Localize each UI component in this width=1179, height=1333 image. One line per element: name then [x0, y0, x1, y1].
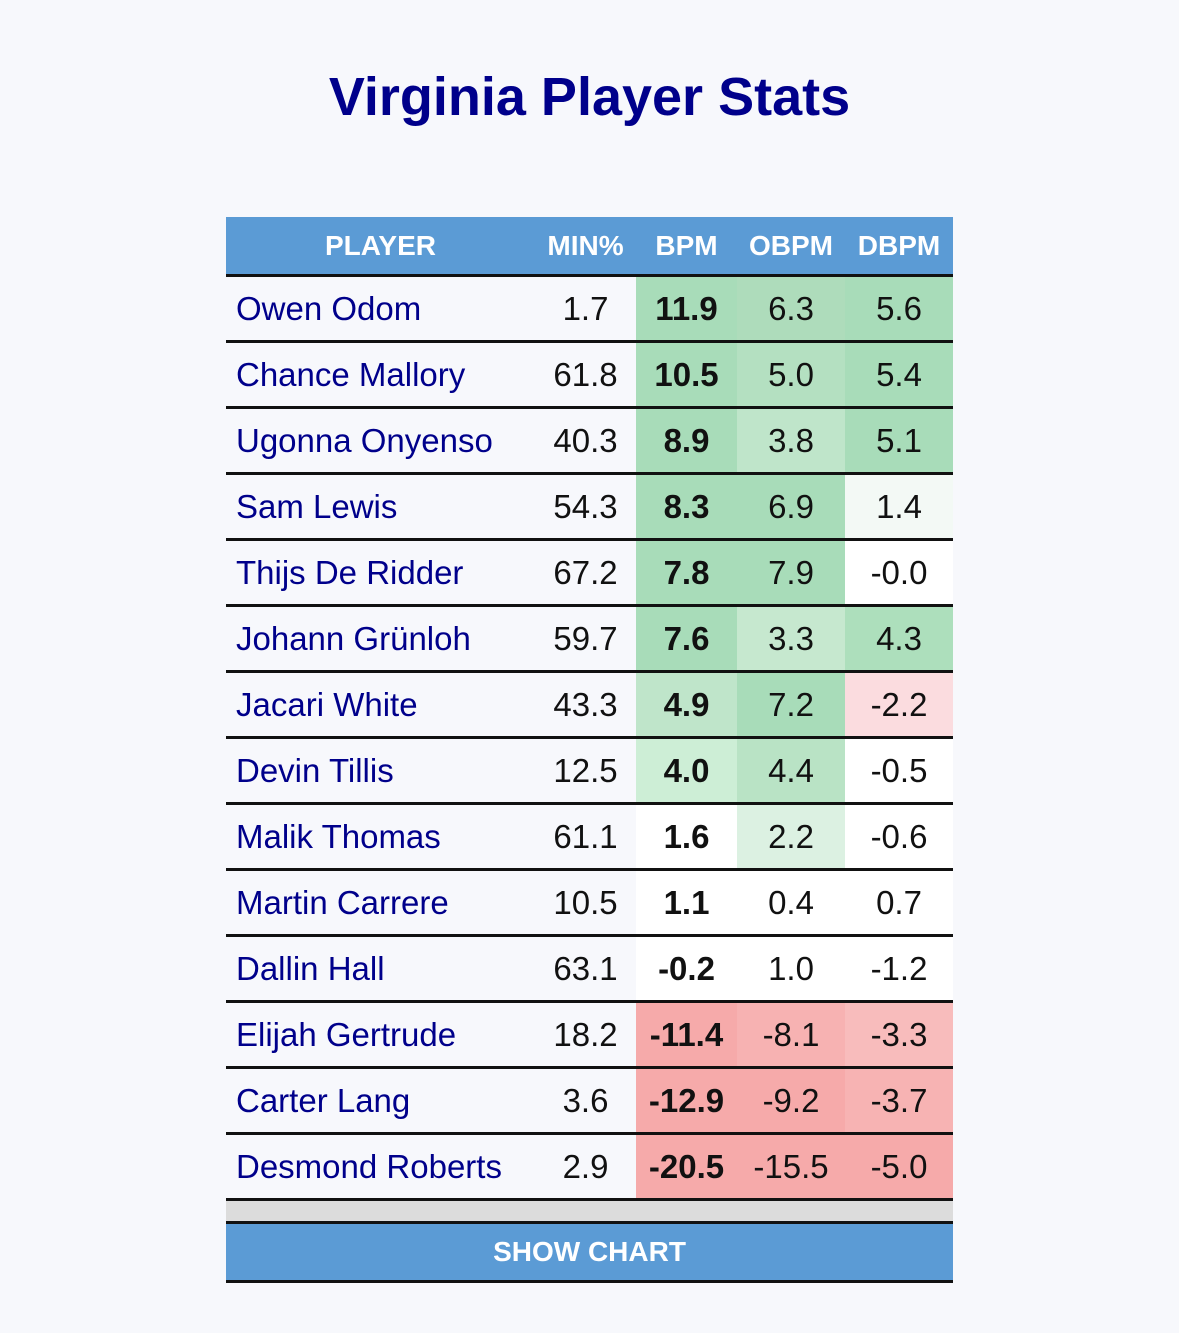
player-name-link[interactable]: Owen Odom [226, 275, 535, 343]
player-name-link[interactable]: Carter Lang [226, 1067, 535, 1135]
player-name-link[interactable]: Malik Thomas [226, 803, 535, 871]
obpm-cell: 3.3 [737, 605, 845, 673]
min-pct-cell: 61.8 [535, 341, 636, 409]
dbpm-cell: 0.7 [845, 869, 953, 937]
table-row: Dallin Hall 63.1 -0.2 1.0 -1.2 [226, 935, 953, 1003]
min-pct-cell: 59.7 [535, 605, 636, 673]
min-pct-cell: 1.7 [535, 275, 636, 343]
player-name-link[interactable]: Thijs De Ridder [226, 539, 535, 607]
obpm-cell: 0.4 [737, 869, 845, 937]
min-pct-cell: 54.3 [535, 473, 636, 541]
obpm-cell: 6.9 [737, 473, 845, 541]
dbpm-cell: -3.3 [845, 1001, 953, 1069]
page-title: Virginia Player Stats [328, 67, 851, 127]
show-chart-button[interactable]: SHOW CHART [226, 1224, 953, 1283]
dbpm-cell: -0.5 [845, 737, 953, 805]
obpm-cell: 7.9 [737, 539, 845, 607]
obpm-cell: 1.0 [737, 935, 845, 1003]
column-header-bpm[interactable]: BPM [636, 217, 737, 277]
bpm-cell: 1.1 [636, 869, 737, 937]
obpm-cell: -15.5 [737, 1133, 845, 1201]
dbpm-cell: 4.3 [845, 605, 953, 673]
table-body: Owen Odom 1.7 11.9 6.3 5.6 Chance Mallory 61.8… [226, 275, 953, 1201]
table-header-row: PLAYER MIN% BPM OBPM DBPM [226, 217, 953, 277]
table-row: Martin Carrere 10.5 1.1 0.4 0.7 [226, 869, 953, 937]
player-name-link[interactable]: Martin Carrere [226, 869, 535, 937]
dbpm-cell: -0.0 [845, 539, 953, 607]
min-pct-cell: 18.2 [535, 1001, 636, 1069]
min-pct-cell: 40.3 [535, 407, 636, 475]
dbpm-cell: -3.7 [845, 1067, 953, 1135]
player-name-link[interactable]: Ugonna Onyenso [226, 407, 535, 475]
bpm-cell: -0.2 [636, 935, 737, 1003]
bpm-cell: 10.5 [636, 341, 737, 409]
player-name-link[interactable]: Johann Grünloh [226, 605, 535, 673]
obpm-cell: 4.4 [737, 737, 845, 805]
table-row: Carter Lang 3.6 -12.9 -9.2 -3.7 [226, 1067, 953, 1135]
dbpm-cell: -0.6 [845, 803, 953, 871]
min-pct-cell: 10.5 [535, 869, 636, 937]
dbpm-cell: -5.0 [845, 1133, 953, 1201]
obpm-cell: 6.3 [737, 275, 845, 343]
obpm-cell: 5.0 [737, 341, 845, 409]
column-header-dbpm[interactable]: DBPM [845, 217, 953, 277]
bpm-cell: -12.9 [636, 1067, 737, 1135]
min-pct-cell: 2.9 [535, 1133, 636, 1201]
bpm-cell: -20.5 [636, 1133, 737, 1201]
obpm-cell: 3.8 [737, 407, 845, 475]
table-row: Devin Tillis 12.5 4.0 4.4 -0.5 [226, 737, 953, 805]
min-pct-cell: 3.6 [535, 1067, 636, 1135]
player-name-link[interactable]: Chance Mallory [226, 341, 535, 409]
min-pct-cell: 67.2 [535, 539, 636, 607]
dbpm-cell: -1.2 [845, 935, 953, 1003]
player-name-link[interactable]: Devin Tillis [226, 737, 535, 805]
table-row: Johann Grünloh 59.7 7.6 3.3 4.3 [226, 605, 953, 673]
column-header-player[interactable]: PLAYER [226, 217, 535, 277]
table-row: Thijs De Ridder 67.2 7.8 7.9 -0.0 [226, 539, 953, 607]
table-row: Ugonna Onyenso 40.3 8.9 3.8 5.1 [226, 407, 953, 475]
obpm-cell: -9.2 [737, 1067, 845, 1135]
bpm-cell: 7.6 [636, 605, 737, 673]
dbpm-cell: 5.1 [845, 407, 953, 475]
bpm-cell: -11.4 [636, 1001, 737, 1069]
bpm-cell: 8.3 [636, 473, 737, 541]
player-name-link[interactable]: Jacari White [226, 671, 535, 739]
player-name-link[interactable]: Sam Lewis [226, 473, 535, 541]
min-pct-cell: 43.3 [535, 671, 636, 739]
bpm-cell: 4.9 [636, 671, 737, 739]
min-pct-cell: 63.1 [535, 935, 636, 1003]
table-row: Owen Odom 1.7 11.9 6.3 5.6 [226, 275, 953, 343]
dbpm-cell: 5.6 [845, 275, 953, 343]
column-header-min[interactable]: MIN% [535, 217, 636, 277]
bpm-cell: 7.8 [636, 539, 737, 607]
player-name-link[interactable]: Desmond Roberts [226, 1133, 535, 1201]
table-row: Chance Mallory 61.8 10.5 5.0 5.4 [226, 341, 953, 409]
bpm-cell: 4.0 [636, 737, 737, 805]
dbpm-cell: 1.4 [845, 473, 953, 541]
min-pct-cell: 12.5 [535, 737, 636, 805]
bpm-cell: 8.9 [636, 407, 737, 475]
min-pct-cell: 61.1 [535, 803, 636, 871]
player-stats-table: PLAYER MIN% BPM OBPM DBPM Owen Odom 1.7 11… [226, 217, 953, 1201]
dbpm-cell: -2.2 [845, 671, 953, 739]
table-row: Malik Thomas 61.1 1.6 2.2 -0.6 [226, 803, 953, 871]
dbpm-cell: 5.4 [845, 341, 953, 409]
player-name-link[interactable]: Dallin Hall [226, 935, 535, 1003]
table-divider [226, 1201, 953, 1224]
stats-table-container: PLAYER MIN% BPM OBPM DBPM Owen Odom 1.7 11… [226, 217, 953, 1283]
table-row: Jacari White 43.3 4.9 7.2 -2.2 [226, 671, 953, 739]
player-name-link[interactable]: Elijah Gertrude [226, 1001, 535, 1069]
table-row: Sam Lewis 54.3 8.3 6.9 1.4 [226, 473, 953, 541]
table-row: Desmond Roberts 2.9 -20.5 -15.5 -5.0 [226, 1133, 953, 1201]
obpm-cell: 2.2 [737, 803, 845, 871]
obpm-cell: -8.1 [737, 1001, 845, 1069]
obpm-cell: 7.2 [737, 671, 845, 739]
table-row: Elijah Gertrude 18.2 -11.4 -8.1 -3.3 [226, 1001, 953, 1069]
bpm-cell: 1.6 [636, 803, 737, 871]
bpm-cell: 11.9 [636, 275, 737, 343]
column-header-obpm[interactable]: OBPM [737, 217, 845, 277]
